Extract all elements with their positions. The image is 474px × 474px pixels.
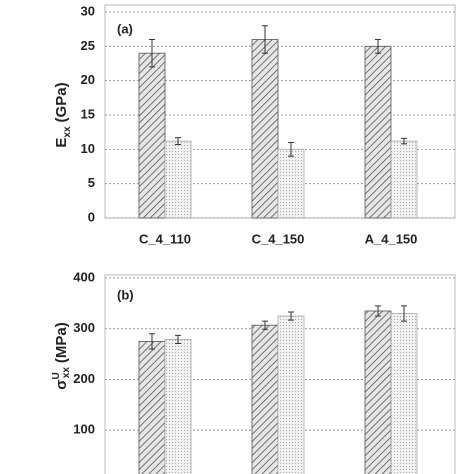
bar	[277, 148, 305, 219]
bar	[164, 339, 192, 474]
bar	[390, 140, 418, 219]
error-bar	[262, 25, 268, 54]
error-bar	[149, 38, 155, 68]
bar	[277, 315, 305, 474]
y-tick-label: 100	[73, 422, 95, 437]
y-tick-label: 15	[81, 106, 95, 121]
bar	[364, 45, 392, 219]
x-tick-label: C_4_150	[252, 231, 305, 246]
y-label-part: xx	[61, 367, 72, 379]
y-label-part: E	[53, 138, 70, 148]
y-tick-label: 400	[73, 269, 95, 284]
bar	[390, 313, 418, 474]
error-bar	[175, 137, 181, 146]
error-bar	[149, 333, 155, 350]
bar	[138, 52, 166, 219]
y-label-part: σ	[53, 379, 70, 389]
bar	[164, 140, 192, 219]
bar	[364, 310, 392, 474]
bar	[251, 324, 279, 474]
y-axis-label: Exx (GPa)	[53, 82, 73, 147]
y-tick-label: 30	[81, 3, 95, 18]
error-bar	[375, 38, 381, 54]
y-tick-label: 10	[81, 141, 95, 156]
y-tick-label: 300	[73, 320, 95, 335]
y-label-part: (MPa)	[53, 322, 70, 363]
plot-frame	[104, 274, 456, 474]
y-tick-label: 20	[81, 72, 95, 87]
bar	[138, 341, 166, 474]
y-tick-label: 0	[88, 209, 95, 224]
y-label-part: (GPa)	[53, 82, 70, 122]
bar	[251, 39, 279, 219]
error-bar	[175, 334, 181, 344]
error-bar	[262, 320, 268, 330]
panel-label: (a)	[117, 21, 133, 36]
y-axis-label: σUxx (MPa)	[51, 322, 72, 389]
y-label-part: U	[51, 372, 62, 379]
error-bar	[401, 137, 407, 145]
x-tick-label: A_4_150	[365, 231, 418, 246]
y-tick-label: 5	[88, 175, 95, 190]
error-bar	[375, 305, 381, 317]
y-label-part: xx	[62, 126, 73, 138]
error-bar	[401, 305, 407, 322]
panel-label: (b)	[117, 287, 134, 302]
x-tick-label: C_4_110	[139, 231, 191, 246]
error-bar	[288, 141, 294, 157]
y-tick-label: 200	[73, 371, 95, 386]
y-tick-label: 25	[81, 38, 95, 53]
error-bar	[288, 311, 294, 321]
